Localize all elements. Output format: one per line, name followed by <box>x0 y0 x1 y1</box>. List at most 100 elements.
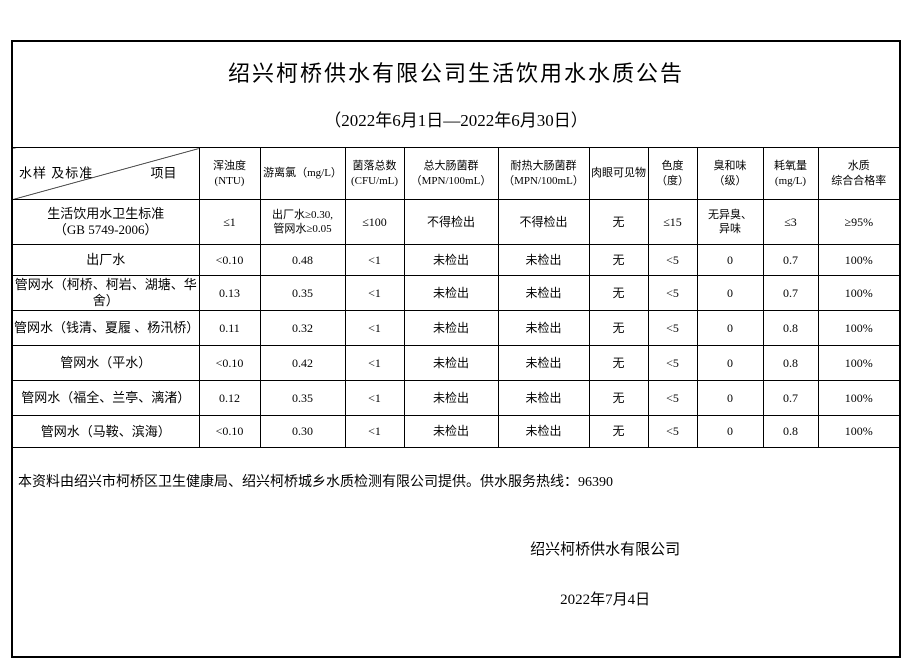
table-cell: 未检出 <box>403 415 499 449</box>
signature-block: 绍兴柯桥供水有限公司 2022年7月4日 <box>315 513 895 638</box>
table-cell: <5 <box>647 244 698 277</box>
table-cell: 0 <box>696 244 764 277</box>
table-cell: ≤1 <box>198 199 261 246</box>
table-cell: 未检出 <box>403 380 499 417</box>
table-row: 出厂水 <0.10 0.48 <1 未检出 未检出 无 <5 0 0.7 100… <box>11 244 901 277</box>
row-label-factory-water: 出厂水 <box>11 244 200 277</box>
col-header-heat-resistant-coliform: 耐热大肠菌群 （MPN/100mL） <box>497 147 590 201</box>
table-cell: <1 <box>344 345 405 382</box>
table-row: 管网水（柯桥、柯岩、湖塘、华舍） 0.13 0.35 <1 未检出 未检出 无 … <box>11 275 901 312</box>
standard-row: 生活饮用水卫生标准 （GB 5749-2006） ≤1 出厂水≥0.30, 管网… <box>11 199 901 246</box>
col-header-total-coliform: 总大肠菌群 （MPN/100mL） <box>403 147 499 201</box>
table-cell: 无 <box>588 244 649 277</box>
table-cell: 出厂水≥0.30, 管网水≥0.05 <box>259 199 346 246</box>
table-cell: <1 <box>344 275 405 312</box>
col-header-free-chlorine: 游离氯（mg/L） <box>259 147 346 201</box>
page-title: 绍兴柯桥供水有限公司生活饮用水水质公告 <box>228 60 685 86</box>
table-cell: 0 <box>696 345 764 382</box>
table-cell: 100% <box>817 415 901 449</box>
table-cell: 0.8 <box>762 415 819 449</box>
table-cell: 0.11 <box>198 310 261 347</box>
table-cell: 0.7 <box>762 380 819 417</box>
corner-label-item: 项目 <box>150 165 177 181</box>
table-cell: 未检出 <box>497 275 590 312</box>
table-cell: 未检出 <box>497 380 590 417</box>
water-quality-table: 绍兴柯桥供水有限公司生活饮用水水质公告 （2022年6月1日—2022年6月30… <box>11 40 902 658</box>
corner-header-cell: 项目 水样 及标准 <box>11 147 200 201</box>
table-cell: 0 <box>696 415 764 449</box>
table-cell: 不得检出 <box>403 199 499 246</box>
table-row: 管网水（马鞍、滨海） <0.10 0.30 <1 未检出 未检出 无 <5 0 … <box>11 415 901 449</box>
table-cell: ≤100 <box>344 199 405 246</box>
row-label-pipe-network-fuquan: 管网水（福全、兰亭、漓渚） <box>11 380 200 417</box>
footer-cell: 本资料由绍兴市柯桥区卫生健康局、绍兴柯桥城乡水质检测有限公司提供。供水服务热线：… <box>11 447 901 658</box>
table-cell: 未检出 <box>403 310 499 347</box>
table-cell: <1 <box>344 415 405 449</box>
title-cell: 绍兴柯桥供水有限公司生活饮用水水质公告 （2022年6月1日—2022年6月30… <box>11 40 901 149</box>
table-cell: 0.7 <box>762 244 819 277</box>
table-cell: <5 <box>647 345 698 382</box>
table-cell: ≤15 <box>647 199 698 246</box>
row-label-standard: 生活饮用水卫生标准 （GB 5749-2006） <box>11 199 200 246</box>
signature-date: 2022年7月4日 <box>560 592 651 609</box>
table-cell: 0.42 <box>259 345 346 382</box>
table-cell: 无异臭、 异味 <box>696 199 764 246</box>
table-cell: 0.35 <box>259 275 346 312</box>
corner-label-sample: 水样 及标准 <box>19 165 94 181</box>
table-cell: <5 <box>647 275 698 312</box>
page-subtitle: （2022年6月1日—2022年6月30日） <box>324 110 588 130</box>
table-cell: 未检出 <box>403 275 499 312</box>
table-cell: 0.8 <box>762 310 819 347</box>
table-cell: 0 <box>696 275 764 312</box>
table-cell: 无 <box>588 275 649 312</box>
table-cell: 100% <box>817 310 901 347</box>
table-cell: 未检出 <box>403 244 499 277</box>
table-cell: 100% <box>817 275 901 312</box>
header-row: 项目 水样 及标准 浑浊度 (NTU) 游离氯（mg/L） 菌落总数 (CFU/… <box>11 147 901 201</box>
row-label-pipe-network-maan: 管网水（马鞍、滨海） <box>11 415 200 449</box>
table-cell: 0.7 <box>762 275 819 312</box>
col-header-colony-count: 菌落总数 (CFU/mL) <box>344 147 405 201</box>
table-cell: 未检出 <box>497 310 590 347</box>
table-cell: <0.10 <box>198 415 261 449</box>
table-cell: 0.48 <box>259 244 346 277</box>
col-header-turbidity: 浑浊度 (NTU) <box>198 147 261 201</box>
table-cell: 未检出 <box>403 345 499 382</box>
table-cell: ≤3 <box>762 199 819 246</box>
col-header-odor: 臭和味 （级） <box>696 147 764 201</box>
table-row: 管网水（福全、兰亭、漓渚） 0.12 0.35 <1 未检出 未检出 无 <5 … <box>11 380 901 417</box>
table-cell: 不得检出 <box>497 199 590 246</box>
table-cell: <5 <box>647 380 698 417</box>
table-cell: <5 <box>647 415 698 449</box>
table-cell: 0 <box>696 380 764 417</box>
table-cell: 无 <box>588 345 649 382</box>
table-cell: 0.13 <box>198 275 261 312</box>
table-cell: <5 <box>647 310 698 347</box>
signature-company: 绍兴柯桥供水有限公司 <box>530 542 681 559</box>
table-row: 管网水（钱清、夏履 、杨汛桥） 0.11 0.32 <1 未检出 未检出 无 <… <box>11 310 901 347</box>
col-header-chroma: 色度 （度） <box>647 147 698 201</box>
table-cell: <1 <box>344 310 405 347</box>
table-cell: 无 <box>588 310 649 347</box>
col-header-oxygen-consumption: 耗氧量 (mg/L) <box>762 147 819 201</box>
table-cell: 0.32 <box>259 310 346 347</box>
row-label-pipe-network-qianqing: 管网水（钱清、夏履 、杨汛桥） <box>11 310 200 347</box>
table-cell: 无 <box>588 415 649 449</box>
table-cell: 0.30 <box>259 415 346 449</box>
table-row: 管网水（平水） <0.10 0.42 <1 未检出 未检出 无 <5 0 0.8… <box>11 345 901 382</box>
table-cell: 0.8 <box>762 345 819 382</box>
table-cell: 100% <box>817 244 901 277</box>
table-cell: 无 <box>588 380 649 417</box>
table-cell: 未检出 <box>497 415 590 449</box>
footer-note: 本资料由绍兴市柯桥区卫生健康局、绍兴柯桥城乡水质检测有限公司提供。供水服务热线：… <box>18 474 613 490</box>
table-cell: ≥95% <box>817 199 901 246</box>
table-cell: <0.10 <box>198 244 261 277</box>
table-cell: <0.10 <box>198 345 261 382</box>
title-row: 绍兴柯桥供水有限公司生活饮用水水质公告 （2022年6月1日—2022年6月30… <box>11 40 901 149</box>
row-label-pipe-network-keqiao: 管网水（柯桥、柯岩、湖塘、华舍） <box>11 275 200 312</box>
table-cell: 100% <box>817 380 901 417</box>
col-header-visible-matter: 肉眼可见物 <box>588 147 649 201</box>
table-cell: 未检出 <box>497 345 590 382</box>
footer-row: 本资料由绍兴市柯桥区卫生健康局、绍兴柯桥城乡水质检测有限公司提供。供水服务热线：… <box>11 447 901 658</box>
row-label-pipe-network-pingshui: 管网水（平水） <box>11 345 200 382</box>
